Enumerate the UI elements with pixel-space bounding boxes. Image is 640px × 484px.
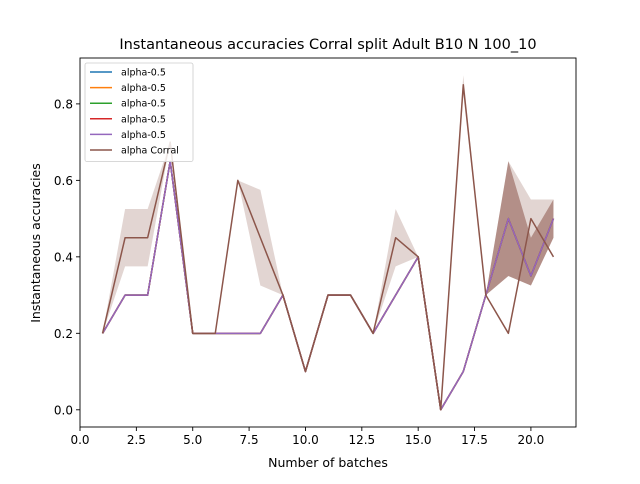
x-tick-label: 10.0 [292, 433, 319, 447]
legend-label: alpha-0.5 [121, 130, 166, 141]
y-tick-label: 0.0 [54, 403, 73, 417]
y-tick-label: 0.6 [54, 174, 73, 188]
x-axis-ticks: 0.0 2.5 5.0 7.5 10.0 12.5 15.0 17.5 20.0 [70, 427, 544, 447]
y-tick-label: 0.4 [54, 250, 73, 264]
y-axis-ticks: 0.0 0.2 0.4 0.6 0.8 [54, 97, 80, 417]
x-tick-label: 17.5 [461, 433, 488, 447]
legend-label: alpha Corral [121, 146, 179, 157]
x-tick-label: 12.5 [348, 433, 375, 447]
y-tick-label: 0.2 [54, 327, 73, 341]
legend-label: alpha-0.5 [121, 83, 166, 94]
legend-label: alpha-0.5 [121, 114, 166, 125]
series-line-5-alpha-corral [101, 84, 555, 411]
x-tick-label: 15.0 [405, 433, 432, 447]
x-tick-label: 5.0 [183, 433, 202, 447]
axes-frame [79, 57, 577, 428]
legend-label: alpha-0.5 [121, 68, 166, 79]
x-tick-label: 0.0 [70, 433, 89, 447]
x-tick-label: 20.0 [518, 433, 545, 447]
y-axis-label: Instantaneous accuracies [28, 163, 43, 323]
x-tick-label: 7.5 [240, 433, 259, 447]
line-layer [101, 84, 555, 411]
x-tick-label: 2.5 [127, 433, 146, 447]
legend-label: alpha-0.5 [121, 99, 166, 110]
chart-title: Instantaneous accuracies Corral split Ad… [119, 37, 536, 53]
y-tick-label: 0.8 [54, 97, 73, 111]
legend: alpha-0.5 alpha-0.5 alpha-0.5 alpha-0.5 alph… [84, 62, 194, 162]
x-axis-label: Number of batches [268, 455, 388, 470]
